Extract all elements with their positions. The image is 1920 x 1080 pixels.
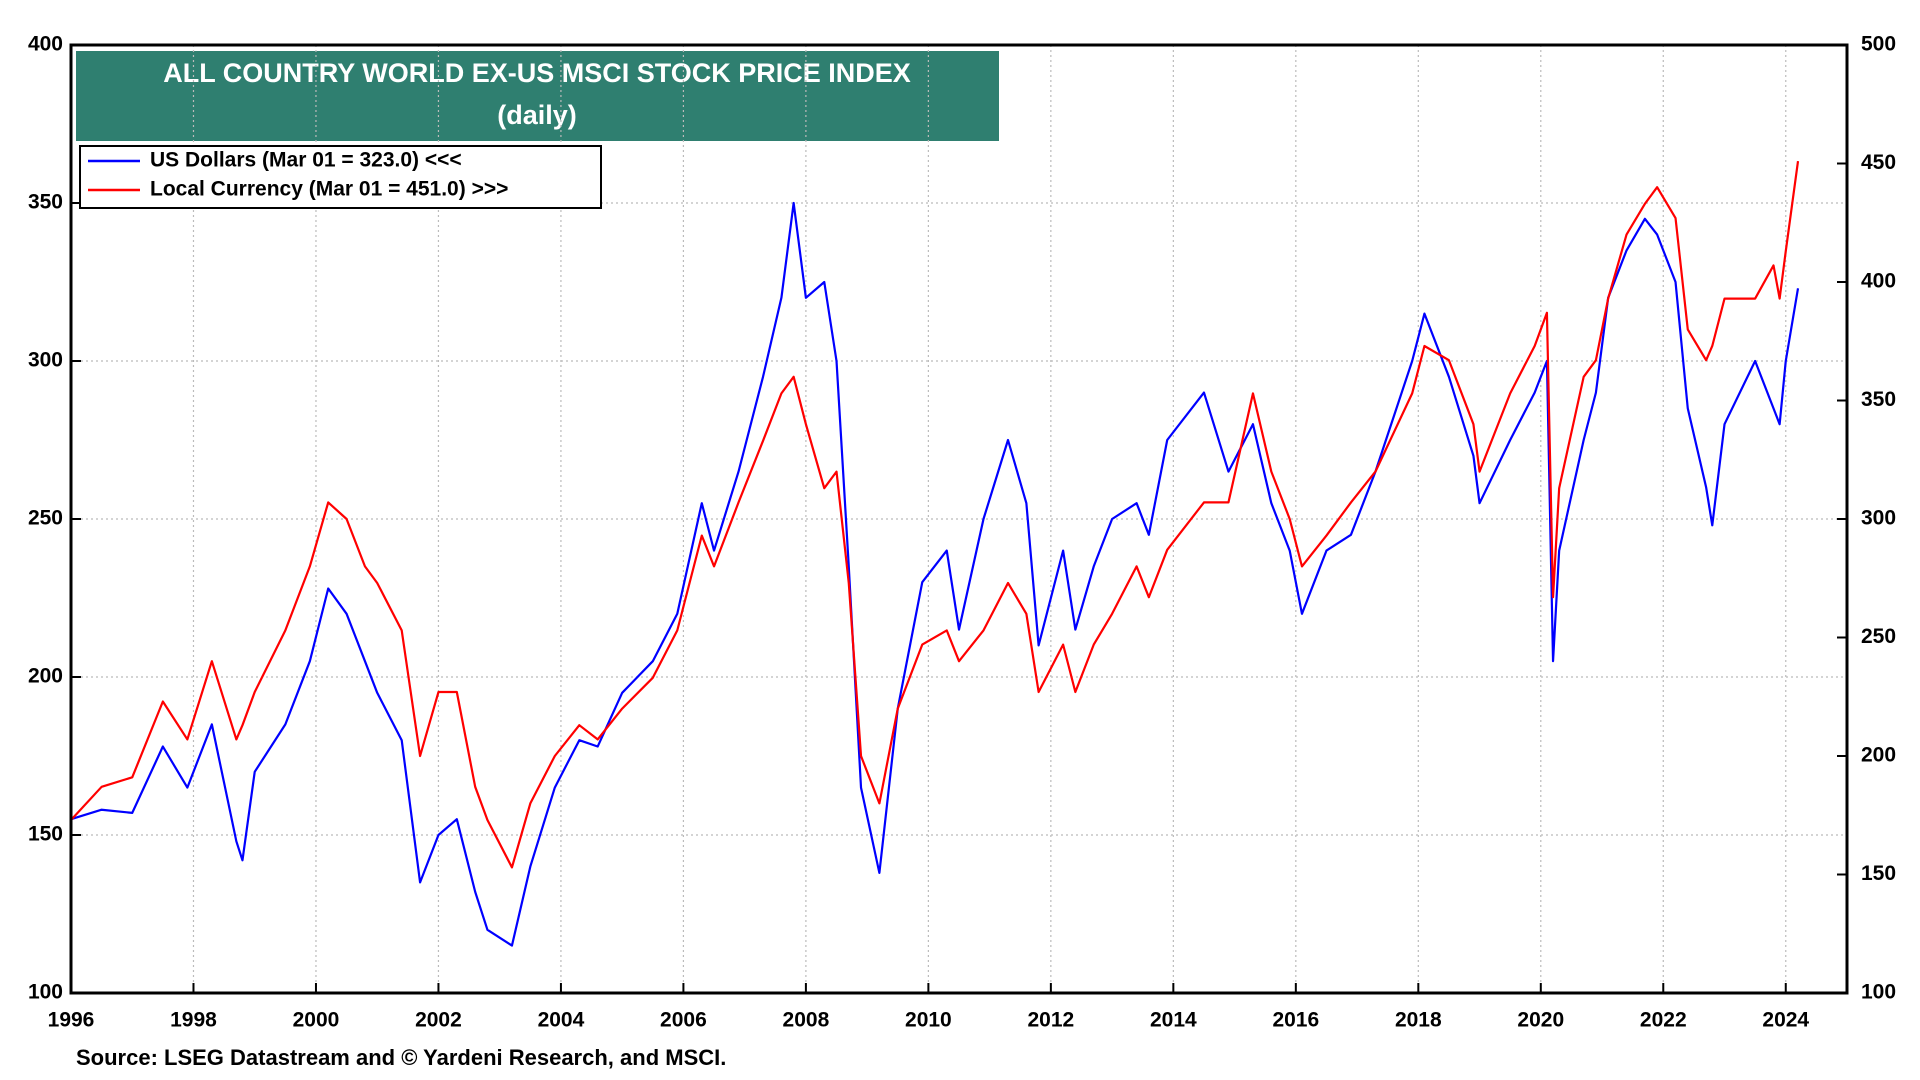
y2-tick-label: 350 <box>1861 388 1896 411</box>
data-line <box>70 160 1800 869</box>
y2-tick-label: 200 <box>1861 744 1896 767</box>
y-tick-label: 350 <box>28 191 63 214</box>
y2-tick-label: 400 <box>1861 270 1896 293</box>
x-tick-label: 1996 <box>48 1009 95 1032</box>
x-tick-label: 2024 <box>1762 1009 1809 1032</box>
y2-tick-label: 100 <box>1861 981 1896 1004</box>
plot-frame <box>69 43 1849 995</box>
y-tick-label: 150 <box>28 823 63 846</box>
legend-label: Local Currency (Mar 01 = 451.0) >>> <box>150 178 508 201</box>
x-tick-label: 1998 <box>170 1009 217 1032</box>
legend-box <box>79 145 602 209</box>
legend-label: US Dollars (Mar 01 = 323.0) <<< <box>150 149 462 172</box>
y-tick-label: 400 <box>28 33 63 56</box>
y2-tick-label: 250 <box>1861 625 1896 648</box>
x-tick-label: 2004 <box>538 1009 585 1032</box>
x-tick-label: 2020 <box>1517 1009 1564 1032</box>
x-tick-label: 2012 <box>1028 1009 1075 1032</box>
y2-tick-label: 150 <box>1861 862 1896 885</box>
title-box <box>76 51 999 141</box>
y-tick-label: 250 <box>28 507 63 530</box>
chart-title: ALL COUNTRY WORLD EX-US MSCI STOCK PRICE… <box>163 58 911 88</box>
y2-tick-label: 450 <box>1861 151 1896 174</box>
chart-subtitle: (daily) <box>497 100 577 130</box>
y2-tick-label: 300 <box>1861 507 1896 530</box>
y-tick-label: 300 <box>28 349 63 372</box>
y-tick-label: 100 <box>28 981 63 1004</box>
y-tick-label: 200 <box>28 665 63 688</box>
data-line <box>70 201 1800 947</box>
x-tick-label: 2018 <box>1395 1009 1442 1032</box>
y2-tick-label: 500 <box>1861 33 1896 56</box>
x-tick-label: 2006 <box>660 1009 707 1032</box>
x-tick-label: 2008 <box>783 1009 830 1032</box>
x-tick-label: 2010 <box>905 1009 952 1032</box>
x-tick-label: 2002 <box>415 1009 462 1032</box>
x-tick-label: 2016 <box>1272 1009 1319 1032</box>
source-note: Source: LSEG Datastream and © Yardeni Re… <box>76 1045 726 1070</box>
x-tick-label: 2022 <box>1640 1009 1687 1032</box>
x-tick-label: 2000 <box>293 1009 340 1032</box>
x-tick-label: 2014 <box>1150 1009 1197 1032</box>
